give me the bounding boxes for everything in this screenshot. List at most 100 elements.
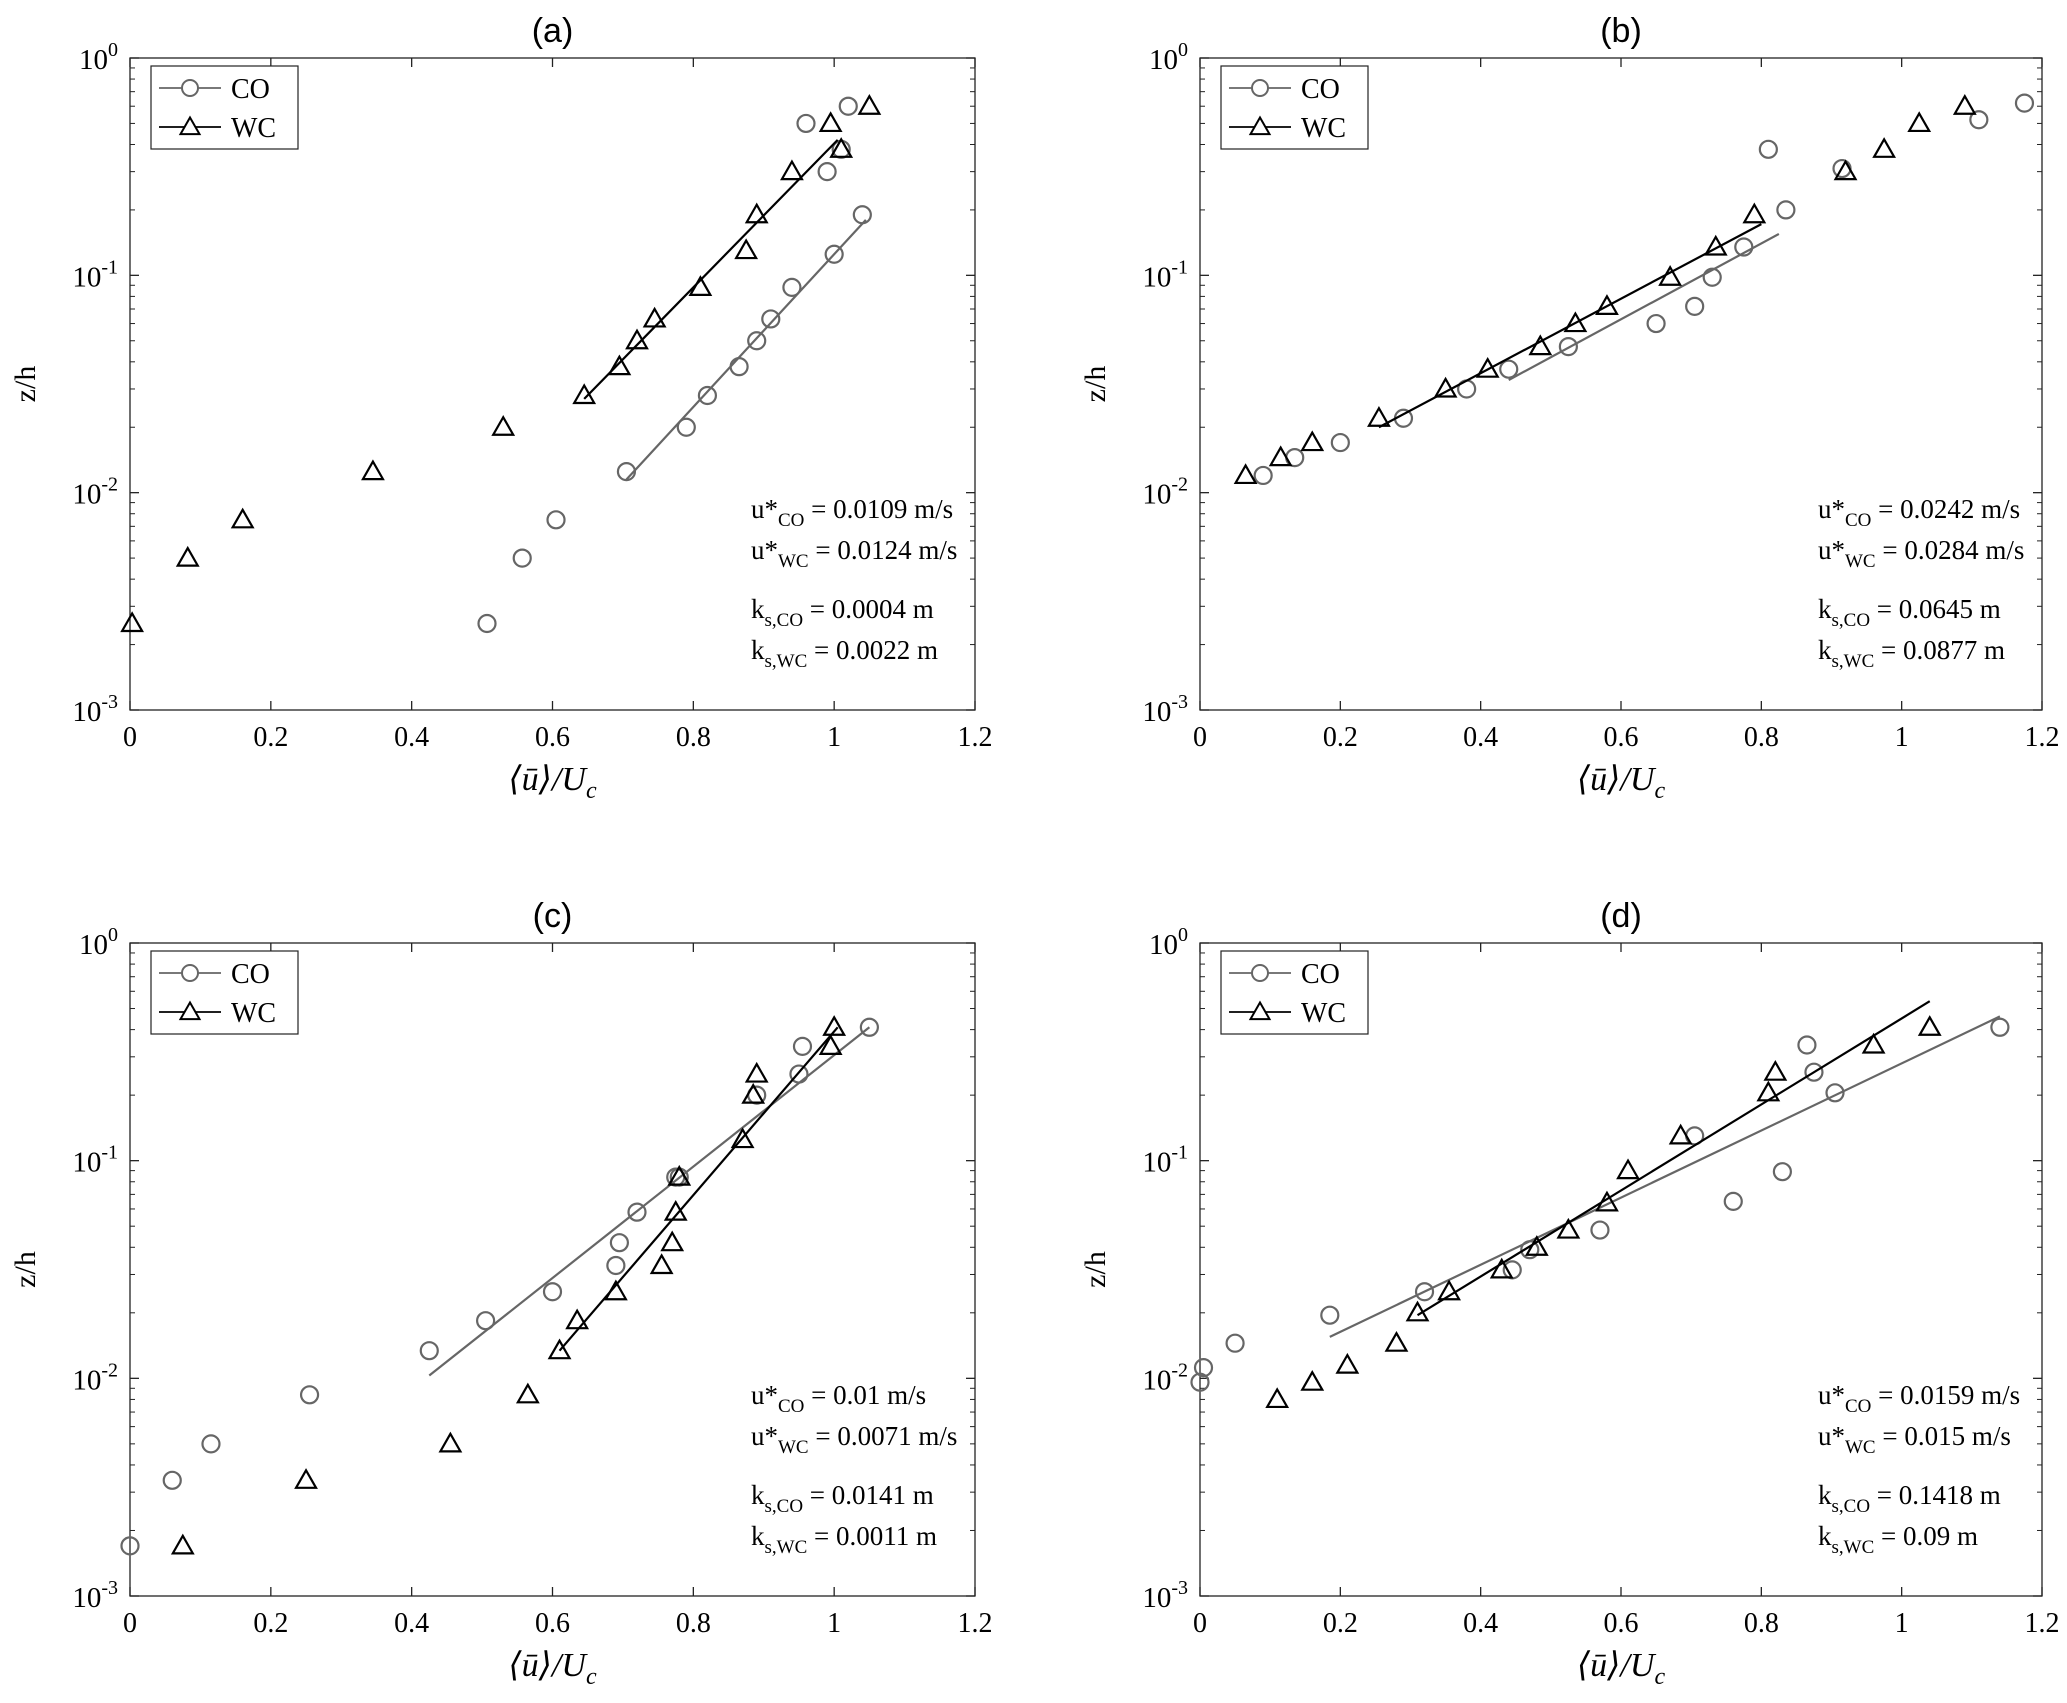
annotation: ks,WC = 0.0011 m <box>751 1521 937 1558</box>
fit-line-wc <box>583 139 839 400</box>
data-point-wc <box>818 1034 843 1055</box>
annotation: ks,WC = 0.09 m <box>1818 1521 1978 1558</box>
data-point-co <box>419 1341 439 1361</box>
legend-label: WC <box>231 113 276 144</box>
legend-label: WC <box>1301 998 1346 1029</box>
x-tick-label: 0.4 <box>394 722 429 753</box>
data-point-co <box>606 1255 626 1276</box>
legend-marker-wc <box>1248 115 1272 136</box>
annotation-subscript: WC <box>1845 1437 1876 1458</box>
data-point-co <box>1723 1191 1743 1211</box>
data-point-wc <box>688 275 713 296</box>
data-point-wc <box>741 1082 766 1104</box>
annotation-subscript: WC <box>1845 551 1876 572</box>
data-point-wc <box>1367 406 1391 427</box>
y-tick-base: 10 <box>1149 929 1178 961</box>
y-tick-base: 10 <box>79 929 108 961</box>
annotation: u*WC = 0.0071 m/s <box>751 1421 957 1458</box>
y-tick-label: 100 <box>1149 39 1188 76</box>
data-point-wc <box>1268 445 1293 467</box>
fit-line-wc <box>1416 1000 1931 1317</box>
annotation-subscript: s,CO <box>1832 610 1871 631</box>
data-point-co <box>1558 336 1578 357</box>
data-point-co <box>1646 313 1666 334</box>
legend-marker-co <box>181 964 199 982</box>
data-point-co <box>838 96 858 116</box>
fit-line-wc <box>558 1026 839 1352</box>
annotation-symbol: k <box>751 1521 765 1551</box>
annotation-symbol: u* <box>751 494 778 524</box>
data-point-co <box>761 309 781 329</box>
data-point-wc <box>547 1338 572 1360</box>
y-axis-label: z/h <box>9 366 42 403</box>
data-point-co <box>1499 359 1519 379</box>
annotation-value: = 0.0645 m <box>1870 594 2001 624</box>
data-point-co <box>1414 1282 1435 1302</box>
data-point-co <box>1190 1372 1210 1392</box>
data-point-wc <box>1833 159 1858 181</box>
data-point-wc <box>829 137 854 158</box>
data-point-co <box>817 162 837 182</box>
data-point-wc <box>1384 1330 1409 1352</box>
y-tick-exponent: -2 <box>1171 474 1188 496</box>
data-point-wc <box>667 1164 692 1186</box>
annotation: u*CO = 0.01 m/s <box>751 1380 926 1417</box>
data-point-co <box>476 1311 496 1331</box>
legend-label: CO <box>231 959 270 990</box>
annotation-value: = 0.015 m/s <box>1876 1421 2011 1451</box>
legend-marker-co <box>1251 964 1269 982</box>
x-tick-label: 0 <box>1193 722 1207 753</box>
data-point-wc <box>230 507 255 529</box>
annotation-symbol: u* <box>751 535 778 565</box>
x-axis-label: ⟨ū⟩/Uc <box>508 1647 597 1690</box>
data-point-wc <box>1524 1235 1549 1256</box>
data-point-wc <box>649 1253 674 1275</box>
data-point-wc <box>565 1308 590 1330</box>
data-point-co <box>1969 110 1989 130</box>
data-point-wc <box>734 238 759 260</box>
data-point-co <box>1825 1083 1845 1103</box>
y-tick-base: 10 <box>1142 261 1171 293</box>
annotation-subscript: s,CO <box>765 1496 804 1517</box>
annotation-value: = 0.0877 m <box>1874 635 2005 665</box>
data-point-wc <box>642 306 667 328</box>
data-point-wc <box>1756 1080 1781 1102</box>
data-point-co <box>1804 1062 1824 1082</box>
y-axis-label: z/h <box>1079 1251 1112 1288</box>
annotation-value: = 0.0109 m/s <box>804 494 953 524</box>
y-tick-exponent: -3 <box>1171 691 1188 713</box>
data-point-co <box>1320 1305 1340 1325</box>
data-point-wc <box>1300 430 1325 452</box>
data-point-co <box>299 1385 320 1405</box>
annotation: u*WC = 0.015 m/s <box>1818 1421 2011 1458</box>
annotation-symbol: u* <box>1818 494 1845 524</box>
data-point-co <box>796 113 816 134</box>
annotation: ks,CO = 0.0141 m <box>751 1480 934 1517</box>
data-point-co <box>792 1036 813 1056</box>
x-axis-label: ⟨ū⟩/Uc <box>1577 1647 1666 1690</box>
panel-d: (d)0 0.2 0.4 0.6 0.8 1 1.210-310-210-1100⟨ū⟩/U… <box>1079 897 2060 1690</box>
panel-a: (a)0 0.2 0.4 0.6 0.8 1 1.210-310-210-1100⟨ū⟩/U… <box>9 12 993 804</box>
data-point-wc <box>1872 137 1897 158</box>
x-axis-label-main: ⟨ū⟩/U <box>1577 761 1657 798</box>
annotation-subscript: CO <box>1845 1396 1871 1417</box>
x-tick-label: 1 <box>827 1608 841 1639</box>
data-point-wc <box>780 159 804 181</box>
panel-b: (b)0 0.2 0.4 0.6 0.8 1 1.210-310-210-1100⟨ū⟩/U… <box>1079 12 2060 804</box>
y-tick-base: 10 <box>1142 1147 1171 1179</box>
data-point-co <box>1758 139 1778 159</box>
series-wc <box>1265 1000 1942 1409</box>
data-point-co <box>1330 432 1350 453</box>
y-tick-label: 10-3 <box>72 691 118 728</box>
data-point-wc <box>625 328 649 350</box>
x-axis-label: ⟨ū⟩/Uc <box>508 761 597 804</box>
panel-c: (c)0 0.2 0.4 0.6 0.8 1 1.210-310-210-1100⟨ū⟩/U… <box>9 897 993 1690</box>
data-point-wc <box>818 111 843 133</box>
annotation-value: = 0.1418 m <box>1870 1480 2001 1510</box>
data-point-wc <box>1763 1059 1788 1081</box>
annotation: u*CO = 0.0109 m/s <box>751 494 953 531</box>
data-point-wc <box>1917 1015 1942 1036</box>
data-point-wc <box>822 1015 847 1036</box>
data-point-co <box>782 277 802 297</box>
